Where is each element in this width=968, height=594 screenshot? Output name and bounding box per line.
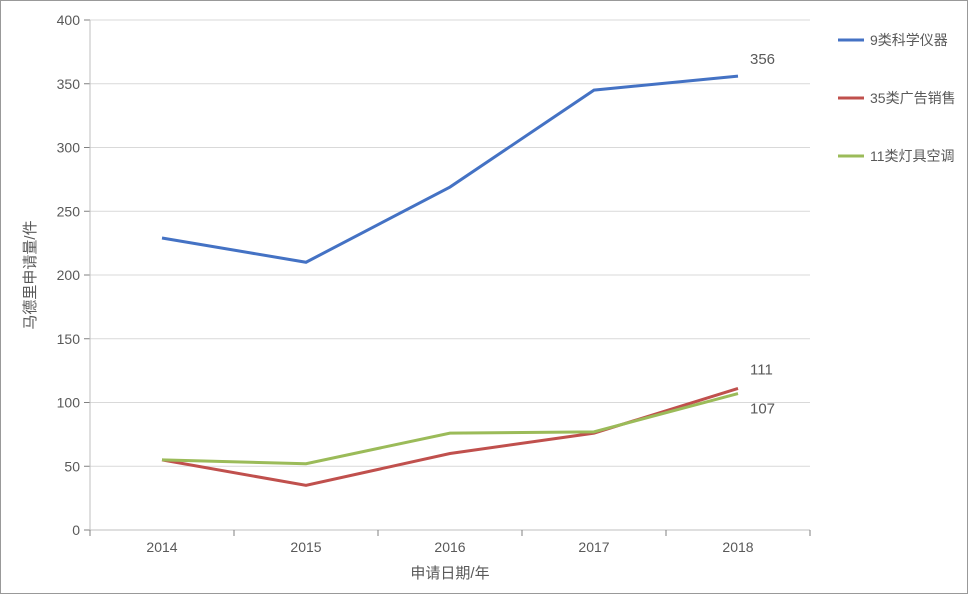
chart-container: 0501001502002503003504002014201520162017… <box>0 0 968 594</box>
chart-border <box>0 0 968 594</box>
